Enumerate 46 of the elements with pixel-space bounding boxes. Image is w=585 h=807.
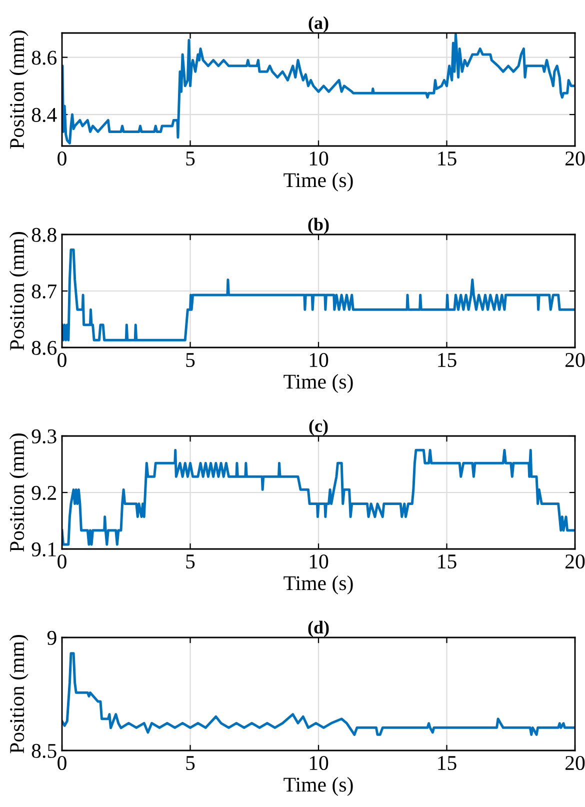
x-tick-label: 15 [438, 554, 456, 569]
chart-title: (b) [308, 218, 329, 234]
y-axis-title: Position (mm) [9, 232, 28, 350]
line-series [62, 448, 575, 546]
y-tick-label: 9.1 [32, 542, 56, 557]
x-tick-label: 5 [186, 152, 195, 166]
y-tick-label: 8.4 [32, 108, 57, 122]
x-tick-label: 0 [58, 554, 66, 569]
y-tick-label: 8.6 [32, 340, 57, 356]
x-tick-label: 10 [310, 756, 328, 770]
line-series [62, 652, 575, 736]
y-tick-label: 8.6 [32, 50, 57, 65]
x-tick-label: 20 [566, 554, 585, 569]
y-tick-label: 9.2 [32, 486, 56, 500]
line-series [62, 248, 575, 342]
x-tick-label: 5 [186, 353, 195, 368]
x-tick-label: 5 [186, 554, 195, 569]
y-axis-title: Position (mm) [9, 635, 28, 754]
y-tick-label: 9.3 [32, 429, 56, 444]
y-tick-label: 8.5 [32, 744, 56, 758]
x-tick-label: 0 [58, 151, 66, 166]
x-tick-label: 0 [58, 756, 66, 770]
x-tick-label: 20 [566, 151, 585, 166]
x-tick-label: 15 [438, 152, 456, 166]
x-tick-label: 15 [438, 756, 456, 770]
x-tick-label: 15 [438, 353, 456, 368]
x-tick-label: 0 [58, 352, 66, 368]
y-tick-label: 9 [47, 630, 56, 645]
y-tick-label: 8.7 [32, 284, 57, 299]
line-series [62, 33, 575, 144]
x-tick-label: 10 [310, 554, 328, 569]
chart-title: (a) [308, 16, 328, 33]
y-tick-label: 8.8 [32, 228, 56, 242]
x-tick-label: 5 [186, 756, 195, 770]
x-tick-label: 10 [310, 151, 328, 166]
x-axis-title: Time (s) [284, 374, 353, 393]
y-axis-title: Position (mm) [9, 434, 28, 552]
x-axis-title: Time (s) [284, 777, 353, 796]
x-axis-title: Time (s) [284, 576, 353, 594]
chart-title: (d) [308, 620, 329, 638]
x-axis-title: Time (s) [284, 172, 353, 192]
y-axis-title: Position (mm) [9, 30, 28, 149]
x-tick-label: 20 [566, 756, 585, 770]
chart-title: (c) [309, 419, 328, 436]
x-tick-label: 20 [566, 352, 585, 368]
x-tick-label: 10 [310, 352, 328, 368]
